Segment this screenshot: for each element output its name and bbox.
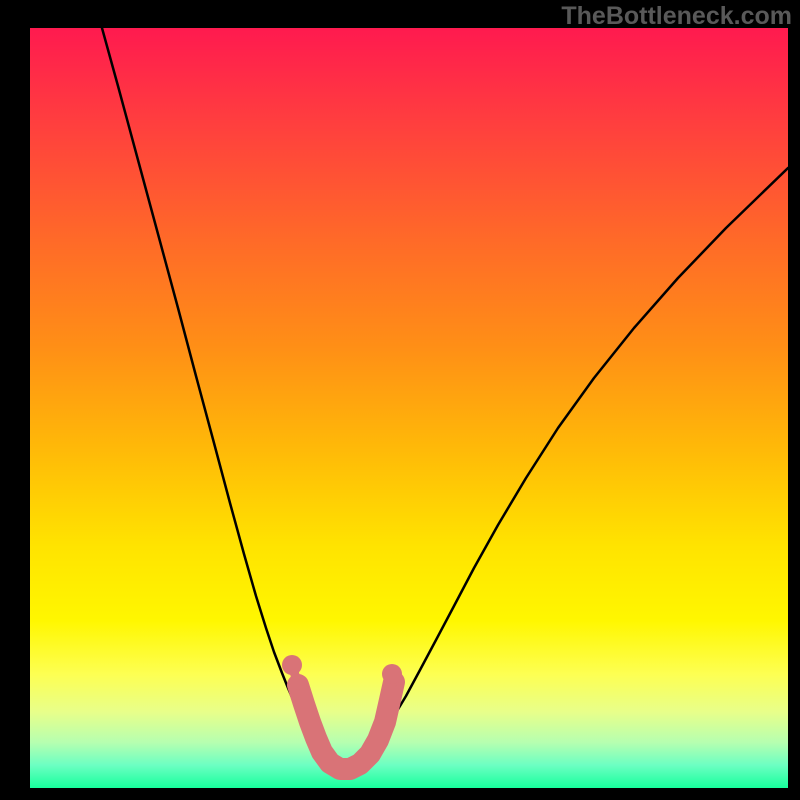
highlight-worm	[30, 28, 788, 788]
plot-frame	[30, 28, 788, 788]
watermark-text: TheBottleneck.com	[561, 2, 792, 31]
